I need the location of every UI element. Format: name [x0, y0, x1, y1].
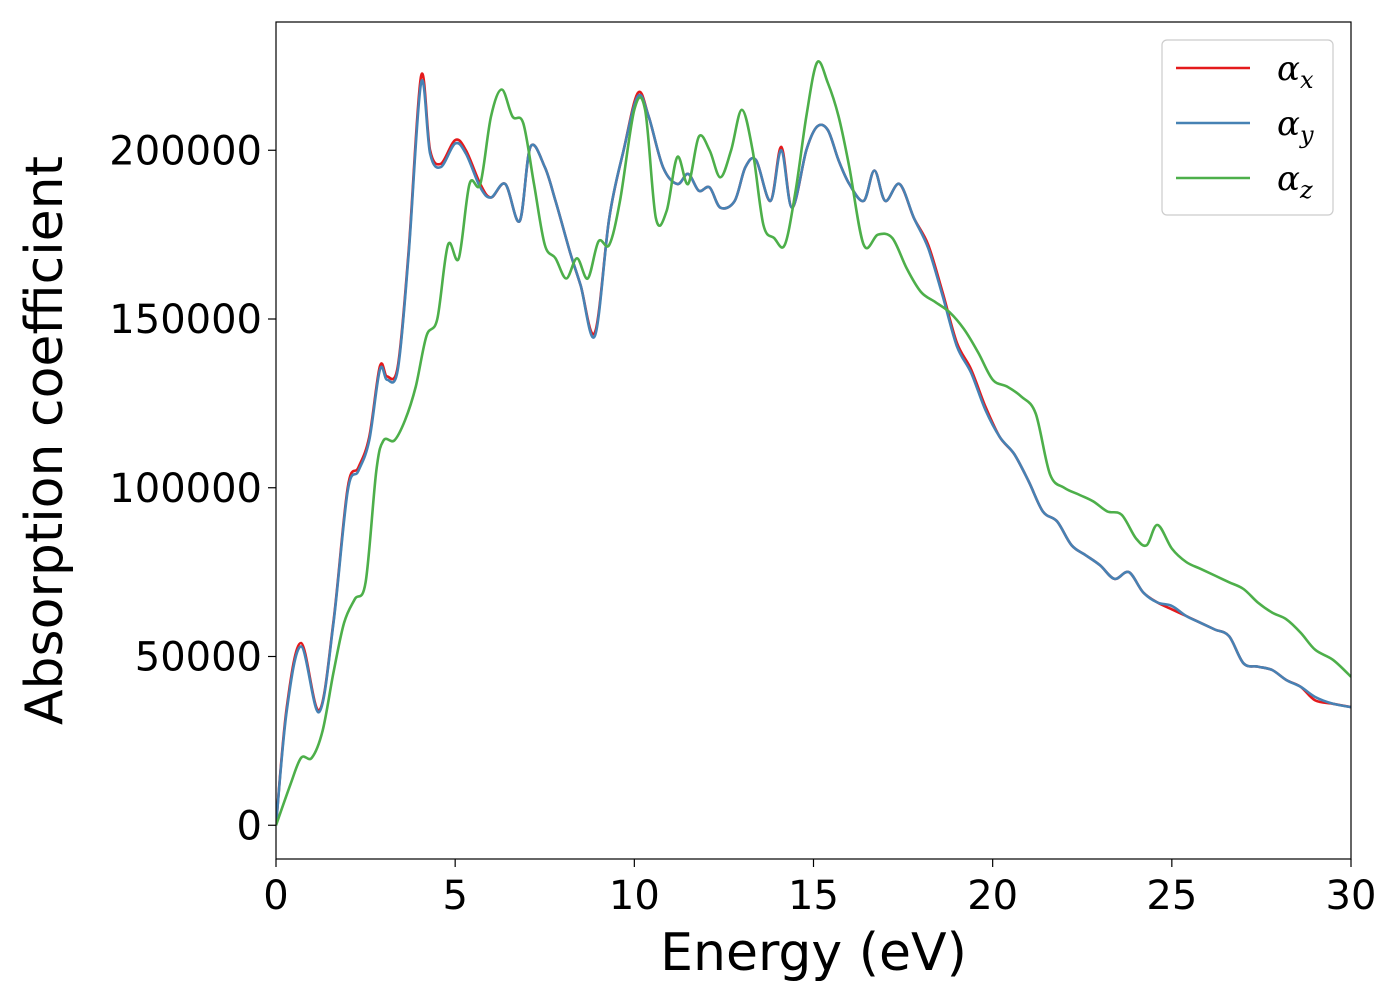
x-tick-label: 25: [1146, 873, 1197, 919]
legend-symbol: α: [1277, 159, 1300, 199]
x-tick-label: 5: [442, 873, 467, 919]
series-line-z: [276, 60, 1351, 826]
x-axis-title: Energy (eV): [660, 923, 967, 983]
x-tick-label: 15: [788, 873, 839, 919]
series-line-y: [276, 79, 1351, 826]
plot-lines: [276, 60, 1351, 826]
x-tick-label: 10: [609, 873, 660, 919]
legend-box: [1161, 39, 1334, 216]
legend-symbol: α: [1277, 49, 1300, 89]
legend-subscript: y: [1299, 121, 1314, 149]
x-tick-label: 30: [1326, 873, 1377, 919]
y-axis-ticks: 0 50000 100000 150000 200000: [109, 128, 276, 849]
x-tick-label: 0: [263, 873, 288, 919]
y-tick-label: 150000: [109, 297, 262, 343]
legend-label-y: αy: [1277, 104, 1314, 149]
y-tick-label: 50000: [135, 635, 262, 681]
legend-label-x: αx: [1277, 49, 1314, 94]
y-tick-label: 0: [237, 803, 262, 849]
y-tick-label: 200000: [109, 128, 262, 174]
y-axis-title: Absorption coefficient: [15, 156, 75, 725]
x-axis-ticks: 0 5 10 15 20 25 30: [263, 859, 1376, 919]
legend-symbol: α: [1277, 104, 1300, 144]
y-tick-label: 100000: [109, 466, 262, 512]
legend-subscript: x: [1300, 66, 1314, 94]
legend-subscript: z: [1299, 176, 1313, 204]
x-tick-label: 20: [967, 873, 1018, 919]
legend-label-z: αz: [1277, 159, 1313, 204]
